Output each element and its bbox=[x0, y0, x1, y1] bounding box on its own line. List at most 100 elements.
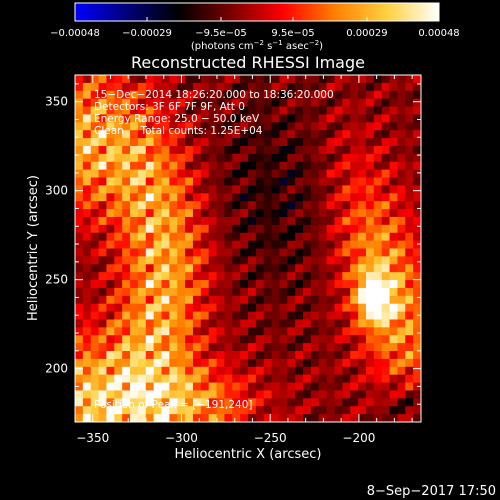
heatmap-cell bbox=[130, 90, 139, 100]
heatmap-cell bbox=[114, 240, 123, 250]
heatmap-cell bbox=[177, 177, 186, 187]
heatmap-cell bbox=[334, 153, 343, 163]
heatmap-cell bbox=[240, 319, 249, 328]
heatmap-cell bbox=[137, 240, 147, 250]
heatmap-cell bbox=[303, 153, 312, 163]
heatmap-cell bbox=[358, 224, 367, 234]
heatmap-cell bbox=[137, 75, 147, 84]
heatmap-cell bbox=[318, 374, 328, 384]
heatmap-cell bbox=[208, 169, 218, 179]
heatmap-cell bbox=[358, 201, 367, 210]
heatmap-cell bbox=[365, 272, 375, 281]
heatmap-cell bbox=[303, 311, 312, 321]
heatmap-cell bbox=[122, 382, 131, 392]
heatmap-cell bbox=[389, 114, 399, 123]
heatmap-cell bbox=[98, 145, 108, 155]
heatmap-cell bbox=[397, 374, 406, 384]
heatmap-cell bbox=[255, 98, 265, 108]
heatmap-cell bbox=[192, 232, 202, 242]
heatmap-cell bbox=[177, 358, 186, 368]
heatmap-cell bbox=[122, 366, 131, 376]
heatmap-cell bbox=[122, 82, 131, 92]
heatmap-cell bbox=[153, 209, 163, 218]
heatmap-cell bbox=[145, 232, 155, 242]
heatmap-cell bbox=[405, 406, 414, 415]
heatmap-cell bbox=[318, 295, 328, 305]
heatmap-cell bbox=[358, 185, 367, 194]
heatmap-cell bbox=[263, 185, 273, 194]
heatmap-cell bbox=[114, 114, 123, 123]
heatmap-cell bbox=[216, 232, 226, 242]
heatmap-cell bbox=[318, 90, 328, 100]
heatmap-cell bbox=[82, 216, 92, 226]
heatmap-cell bbox=[90, 90, 100, 100]
heatmap-cell bbox=[240, 287, 249, 297]
heatmap-cell bbox=[90, 240, 100, 250]
heatmap-cell bbox=[82, 169, 92, 179]
heatmap-cell bbox=[208, 106, 218, 116]
heatmap-cell bbox=[381, 351, 391, 360]
heatmap-cell bbox=[200, 185, 210, 194]
heatmap-cell bbox=[318, 130, 328, 139]
heatmap-cell bbox=[106, 145, 115, 155]
heatmap-cell bbox=[350, 390, 359, 399]
heatmap-cell bbox=[130, 398, 139, 407]
heatmap-cell bbox=[90, 224, 100, 234]
heatmap-cell bbox=[287, 240, 296, 250]
heatmap-cell bbox=[185, 201, 194, 210]
heatmap-cell bbox=[334, 366, 343, 376]
heatmap-cell bbox=[271, 390, 281, 399]
heatmap-cell bbox=[350, 122, 359, 131]
heatmap-cell bbox=[303, 366, 312, 376]
heatmap-cell bbox=[295, 201, 304, 210]
heatmap-cell bbox=[192, 390, 202, 399]
colorbar-tick-label: 0.00048 bbox=[418, 28, 459, 39]
heatmap-cell bbox=[208, 161, 218, 171]
heatmap-cell bbox=[255, 75, 265, 84]
heatmap-cell bbox=[240, 366, 249, 376]
heatmap-cell bbox=[137, 82, 147, 92]
heatmap-cell bbox=[169, 358, 178, 368]
heatmap-cell bbox=[137, 90, 147, 100]
heatmap-cell bbox=[224, 272, 233, 281]
heatmap-cell bbox=[295, 303, 304, 313]
heatmap-cell bbox=[295, 280, 304, 289]
heatmap-cell bbox=[248, 90, 257, 100]
heatmap-cell bbox=[232, 280, 241, 289]
heatmap-cell bbox=[161, 248, 170, 257]
heatmap-cell bbox=[216, 209, 226, 218]
heatmap-cell bbox=[397, 287, 406, 297]
colorbar-unit-label: (photons cm−2 s−1 asec−2) bbox=[191, 39, 323, 52]
heatmap-cell bbox=[255, 185, 265, 194]
heatmap-cell bbox=[145, 106, 155, 116]
heatmap-cell bbox=[303, 351, 312, 360]
heatmap-cell bbox=[130, 335, 139, 344]
heatmap-cell bbox=[122, 414, 131, 422]
heatmap-cell bbox=[389, 398, 399, 407]
heatmap-cell bbox=[405, 280, 414, 289]
heatmap-cell bbox=[271, 256, 281, 265]
heatmap-cell bbox=[381, 90, 391, 100]
heatmap-cell bbox=[342, 75, 351, 84]
heatmap-cell bbox=[303, 382, 312, 392]
heatmap-cell bbox=[263, 256, 273, 265]
heatmap-cell bbox=[255, 311, 265, 321]
heatmap-cell bbox=[98, 358, 108, 368]
heatmap-cell bbox=[200, 240, 210, 250]
heatmap-cell bbox=[114, 287, 123, 297]
heatmap-cell bbox=[240, 335, 249, 344]
heatmap-cell bbox=[350, 75, 359, 84]
heatmap-cell bbox=[106, 319, 115, 328]
heatmap-cell bbox=[397, 130, 406, 139]
heatmap-cell bbox=[216, 216, 226, 226]
heatmap-cell bbox=[90, 193, 100, 202]
heatmap-cell bbox=[248, 382, 257, 392]
heatmap-cell bbox=[185, 82, 194, 92]
heatmap-cell bbox=[240, 374, 249, 384]
heatmap-cell bbox=[295, 374, 304, 384]
heatmap-cell bbox=[255, 232, 265, 242]
heatmap-cell bbox=[82, 351, 92, 360]
heatmap-cell bbox=[373, 98, 383, 108]
heatmap-cell bbox=[318, 390, 328, 399]
heatmap-cell bbox=[208, 287, 218, 297]
